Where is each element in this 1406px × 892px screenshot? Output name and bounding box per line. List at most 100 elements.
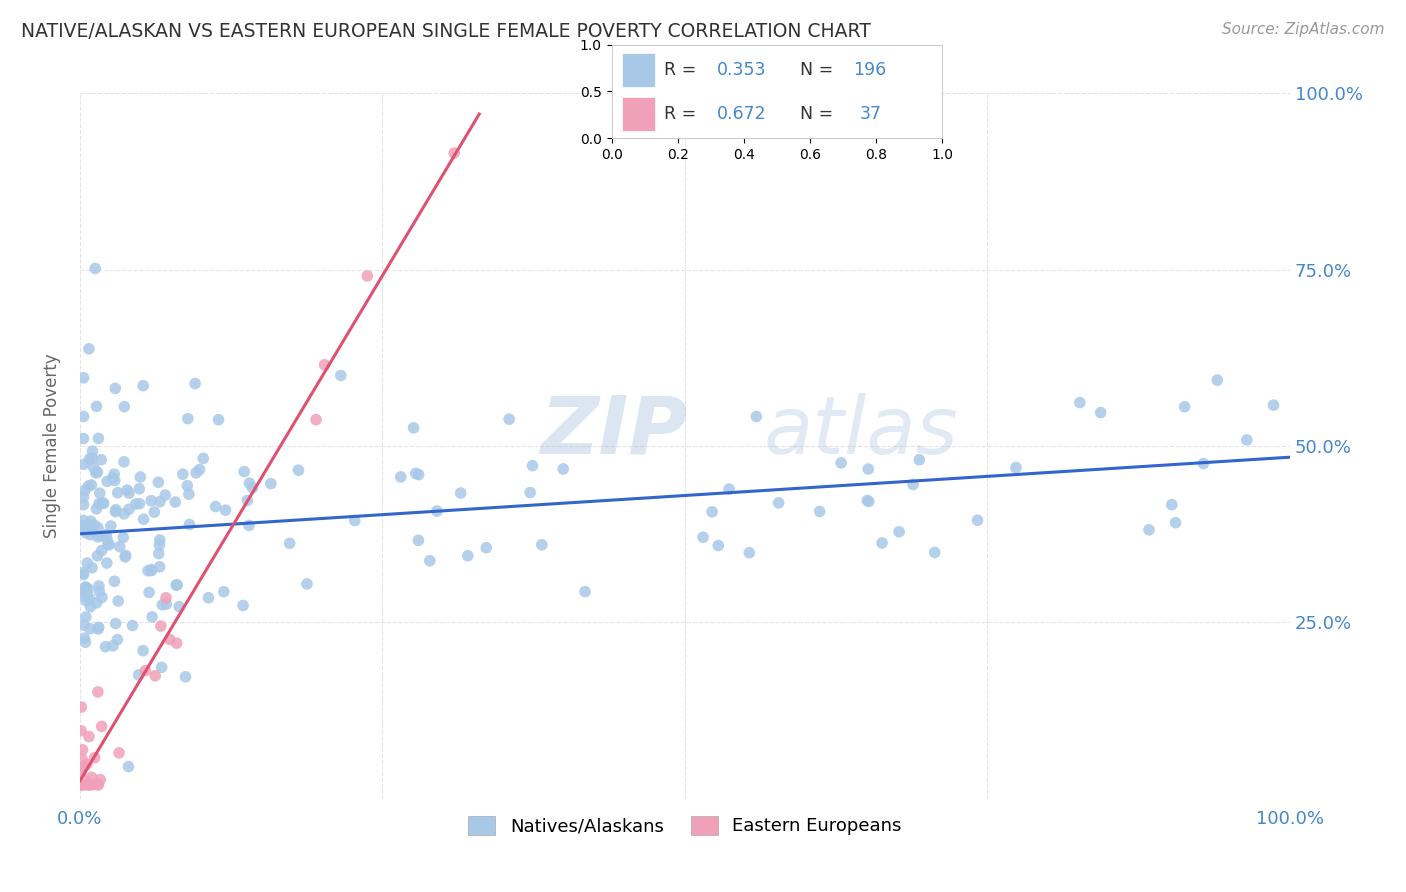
Point	[238, 518, 260, 533]
Point	[389, 470, 412, 484]
Point	[82, 444, 104, 458]
Point	[574, 584, 596, 599]
Point	[193, 451, 215, 466]
Point	[233, 465, 256, 479]
Point	[177, 411, 200, 425]
Point	[80, 770, 103, 784]
Point	[553, 462, 575, 476]
Point	[79, 523, 101, 537]
Point	[1090, 405, 1112, 419]
Point	[329, 368, 352, 383]
Point	[134, 664, 156, 678]
Point	[72, 518, 94, 533]
Point	[108, 540, 131, 554]
Point	[79, 528, 101, 542]
Point	[128, 482, 150, 496]
Point	[80, 560, 103, 574]
Point	[148, 547, 170, 561]
FancyBboxPatch shape	[621, 53, 655, 87]
Point	[72, 566, 94, 580]
Point	[107, 594, 129, 608]
Point	[858, 462, 880, 476]
Point	[197, 591, 219, 605]
Point	[856, 493, 879, 508]
Point	[148, 538, 170, 552]
Point	[295, 577, 318, 591]
Point	[419, 554, 441, 568]
Point	[314, 358, 336, 372]
Y-axis label: Single Female Poverty: Single Female Poverty	[44, 354, 60, 539]
Point	[519, 485, 541, 500]
Point	[128, 497, 150, 511]
Point	[73, 483, 96, 498]
Point	[73, 631, 96, 645]
Point	[858, 494, 880, 508]
Legend: Natives/Alaskans, Eastern Europeans: Natives/Alaskans, Eastern Europeans	[461, 809, 908, 843]
Point	[129, 470, 152, 484]
Point	[83, 460, 105, 475]
Point	[908, 452, 931, 467]
Point	[707, 539, 730, 553]
Point	[72, 432, 94, 446]
Point	[924, 545, 946, 559]
Point	[232, 599, 254, 613]
Point	[214, 503, 236, 517]
Point	[1005, 460, 1028, 475]
Point	[87, 431, 110, 445]
Point	[136, 564, 159, 578]
Point	[166, 578, 188, 592]
Point	[141, 563, 163, 577]
Point	[90, 719, 112, 733]
Text: atlas: atlas	[763, 393, 959, 471]
Point	[165, 578, 187, 592]
Point	[100, 519, 122, 533]
Point	[89, 486, 111, 500]
Point	[112, 400, 135, 414]
Point	[91, 496, 114, 510]
Point	[1236, 433, 1258, 447]
Point	[72, 778, 94, 792]
Point	[79, 778, 101, 792]
Point	[1069, 395, 1091, 409]
Point	[149, 619, 172, 633]
Point	[745, 409, 768, 424]
Point	[167, 599, 190, 614]
Point	[86, 400, 108, 414]
Point	[184, 376, 207, 391]
Point	[70, 723, 93, 738]
Point	[76, 778, 98, 792]
Point	[287, 463, 309, 477]
Point	[73, 584, 96, 599]
Point	[90, 543, 112, 558]
Point	[176, 479, 198, 493]
Point	[174, 670, 197, 684]
Point	[94, 527, 117, 541]
Point	[104, 505, 127, 519]
Point	[155, 488, 177, 502]
Point	[402, 421, 425, 435]
Point	[408, 467, 430, 482]
Point	[79, 622, 101, 636]
Point	[887, 524, 910, 539]
Point	[87, 778, 110, 792]
Text: 196: 196	[853, 61, 886, 78]
Point	[70, 752, 93, 766]
Point	[75, 635, 97, 649]
Point	[165, 495, 187, 509]
Point	[475, 541, 498, 555]
Point	[177, 487, 200, 501]
Point	[87, 497, 110, 511]
Point	[149, 494, 172, 508]
Point	[118, 502, 141, 516]
FancyBboxPatch shape	[621, 97, 655, 131]
Point	[104, 474, 127, 488]
Point	[87, 530, 110, 544]
Point	[150, 660, 173, 674]
Point	[522, 458, 544, 473]
Point	[405, 467, 427, 481]
Point	[72, 457, 94, 471]
Point	[242, 481, 264, 495]
Point	[86, 549, 108, 563]
Point	[105, 632, 128, 647]
Point	[148, 475, 170, 490]
